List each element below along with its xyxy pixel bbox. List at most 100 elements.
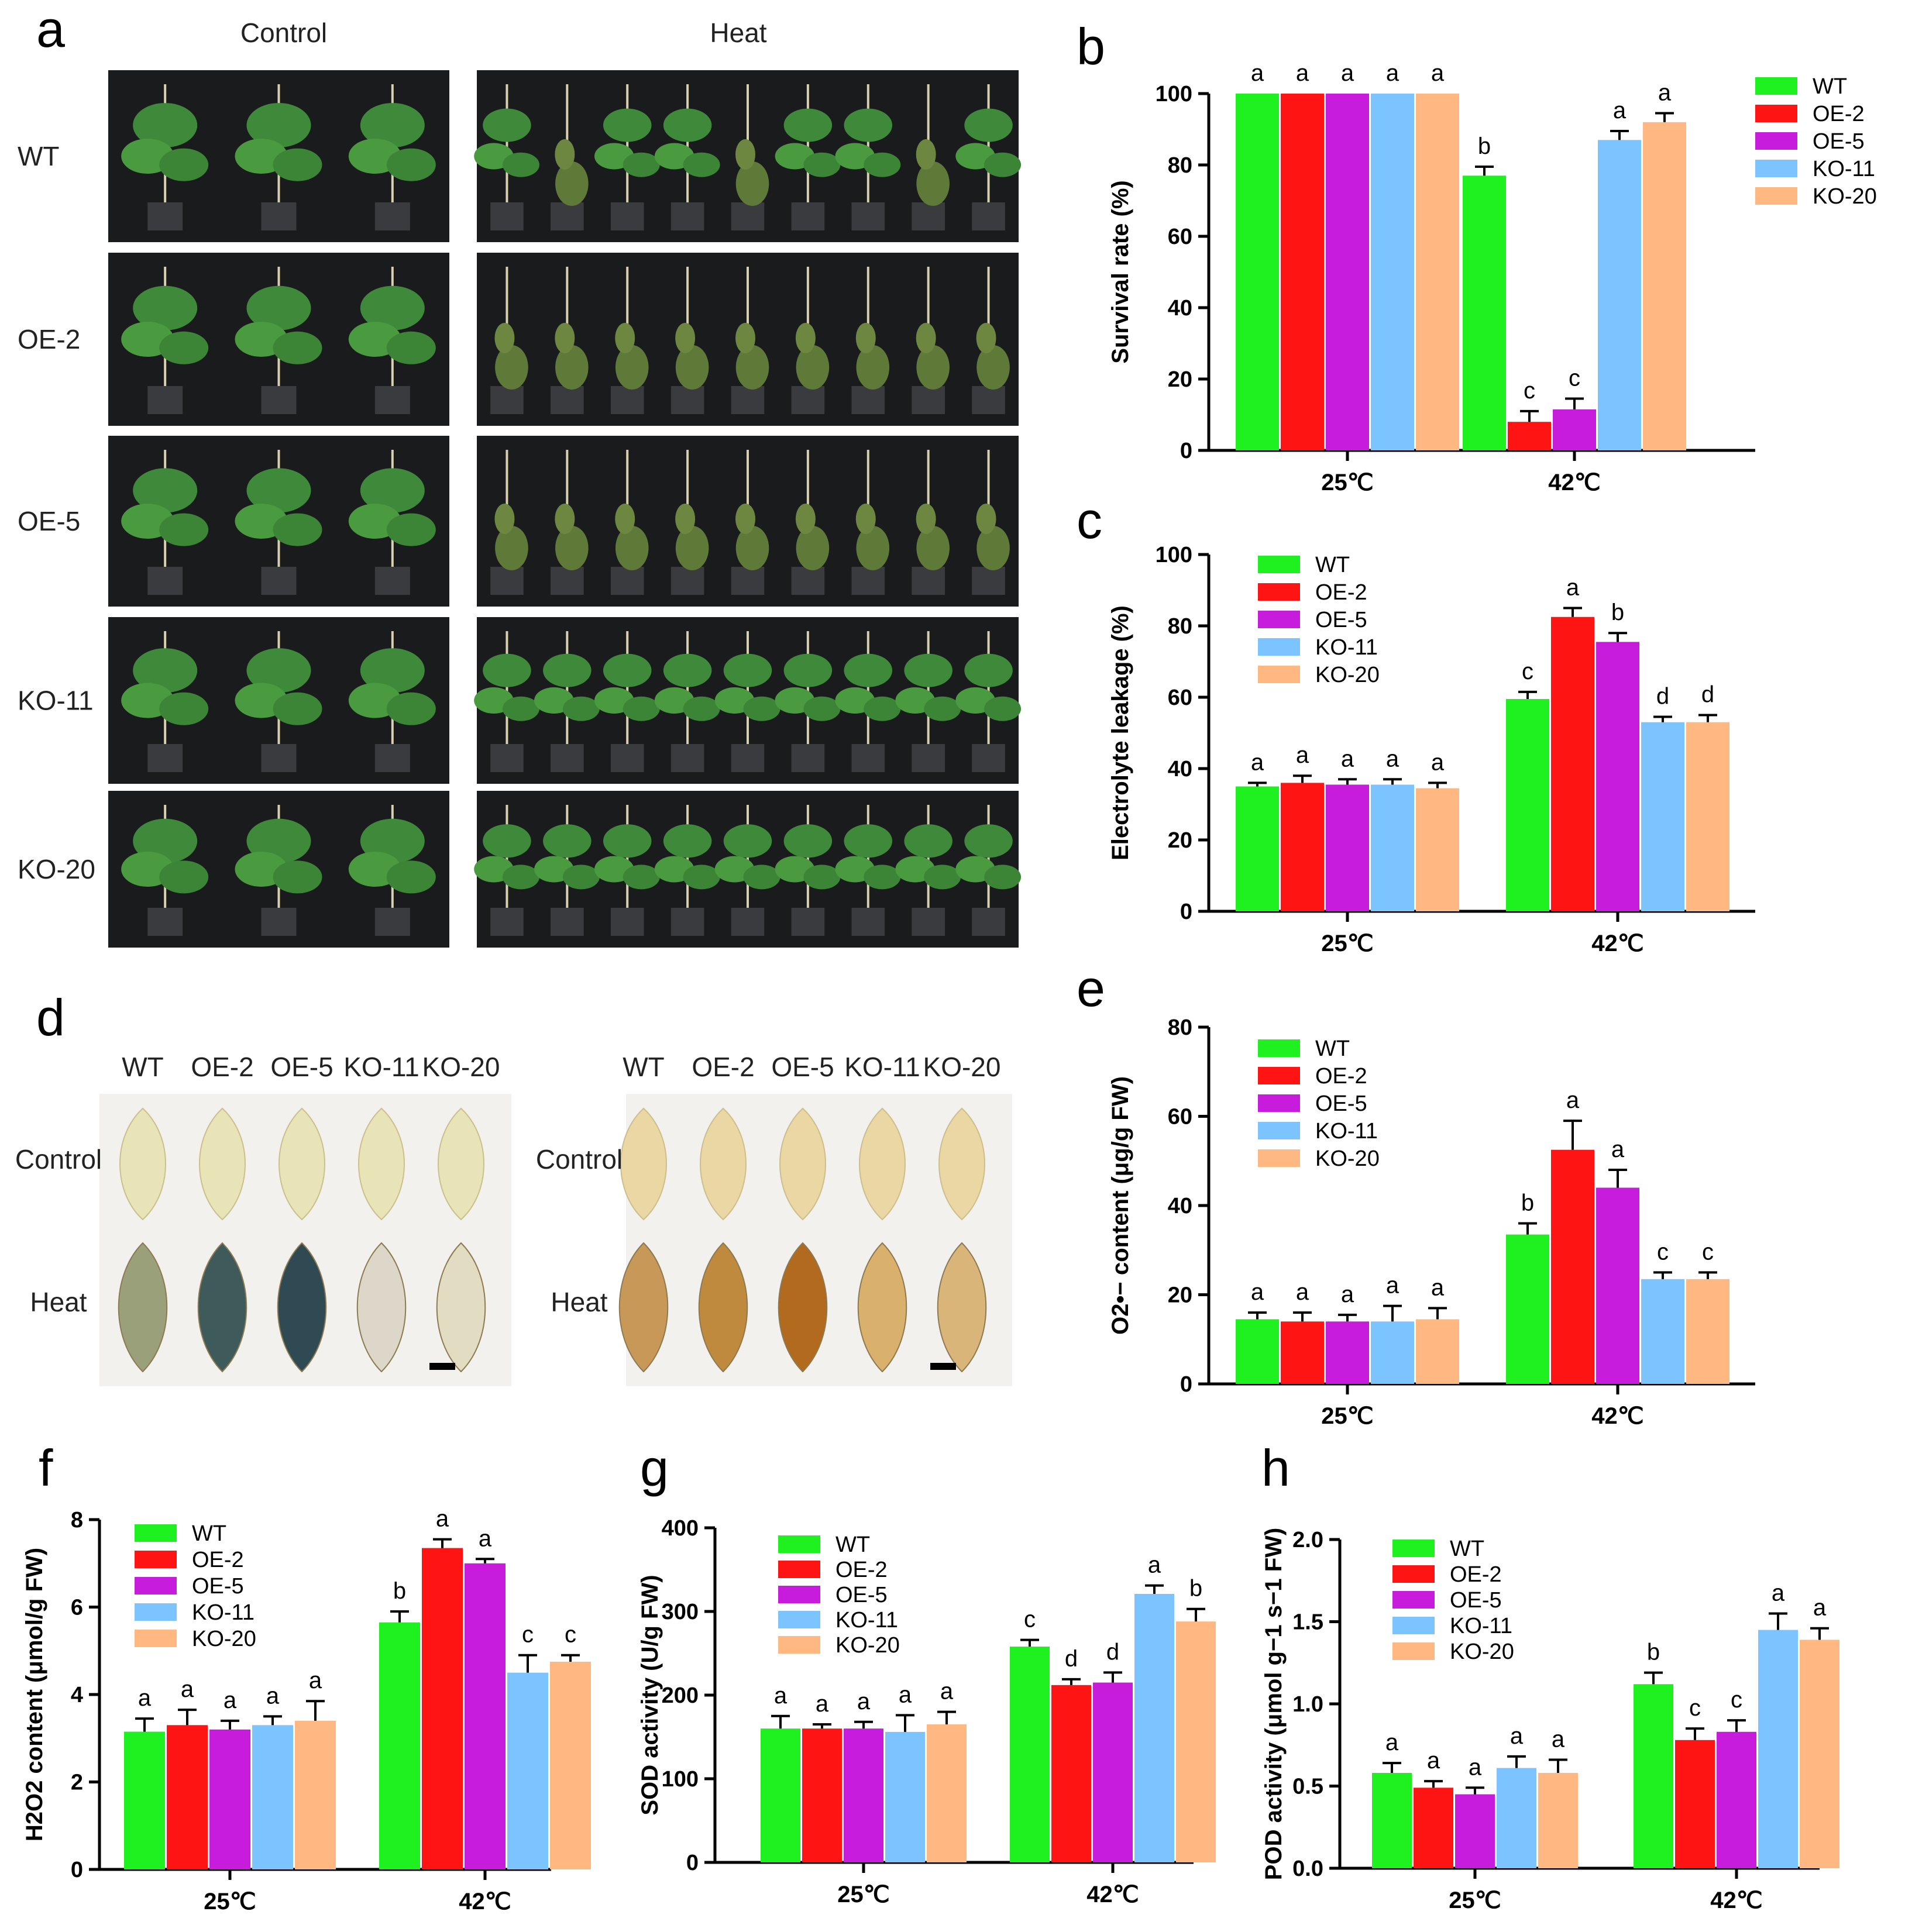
leaf-column-label: KO-11 [343, 1052, 419, 1082]
significance-letter: a [266, 1683, 280, 1709]
bar [1598, 140, 1641, 451]
legend-swatch [778, 1636, 820, 1654]
row-label: OE-2 [18, 324, 80, 354]
significance-letter: c [565, 1622, 576, 1648]
significance-letter: c [1702, 1239, 1714, 1265]
significance-letter: b [393, 1578, 406, 1604]
legend-label: KO-20 [192, 1627, 256, 1651]
bar [1236, 1319, 1279, 1384]
significance-letter: b [1647, 1640, 1660, 1665]
row-label: WT [18, 141, 60, 171]
panel-e-label: e [1077, 959, 1105, 1017]
bar [1236, 94, 1279, 450]
legend-swatch [1392, 1591, 1435, 1609]
y-tick-label: 0 [71, 1858, 83, 1882]
x-tick-label: 42℃ [459, 1889, 511, 1914]
y-tick-label: 1.5 [1292, 1610, 1323, 1635]
bar [209, 1729, 250, 1869]
legend-label: WT [1450, 1537, 1484, 1561]
y-tick-label: 40 [1168, 757, 1192, 781]
bar [1281, 783, 1324, 911]
heat-photo [477, 253, 1019, 426]
bar [1416, 1319, 1459, 1384]
x-tick-label: 42℃ [1548, 470, 1600, 495]
bar [1641, 722, 1684, 911]
panel-f-label: f [39, 1439, 53, 1497]
x-tick-label: 25℃ [1321, 1403, 1373, 1429]
significance-letter: a [309, 1668, 322, 1693]
panel-b-label: b [1077, 18, 1105, 75]
significance-letter: a [940, 1679, 954, 1704]
x-tick-label: 25℃ [1321, 470, 1373, 495]
x-tick-label: 25℃ [837, 1882, 889, 1907]
significance-letter: a [1296, 60, 1309, 86]
legend-label: OE-5 [1450, 1588, 1502, 1613]
control-photo [108, 253, 449, 426]
x-tick-label: 42℃ [1710, 1888, 1762, 1913]
chart-c: 0 20 40 60 80 100 Electrolyte leakage (%) a a a a a… [1108, 543, 1755, 956]
legend-swatch [1258, 556, 1300, 573]
bar [1326, 94, 1369, 450]
bar [1463, 175, 1506, 450]
stain-photo [618, 1094, 1012, 1386]
significance-letter: a [1611, 1137, 1625, 1162]
legend-swatch [1258, 1094, 1300, 1112]
leaf-row-label: Heat [551, 1287, 607, 1317]
legend-swatch [135, 1577, 177, 1594]
significance-letter: a [1385, 1730, 1399, 1755]
significance-letter: c [1569, 366, 1580, 391]
bar [167, 1725, 208, 1869]
y-tick-label: 20 [1168, 828, 1192, 853]
chart-f: 0 2 4 6 8 H2O2 content (μmol/g FW) a a a a a 25℃ b a a… [22, 1506, 591, 1914]
legend-label: OE-5 [1315, 1091, 1367, 1116]
significance-letter: b [1478, 133, 1491, 159]
bar [1551, 617, 1594, 911]
heat-leaf [356, 1242, 407, 1373]
leaf-column-label: OE-5 [270, 1052, 333, 1082]
row-label: KO-20 [18, 854, 95, 884]
legend-label: KO-20 [835, 1633, 900, 1658]
legend-swatch [1392, 1642, 1435, 1660]
legend-label: WT [192, 1521, 226, 1546]
leaf-column-label: KO-20 [923, 1052, 1001, 1082]
legend-label: WT [1813, 74, 1847, 99]
bar [1553, 409, 1596, 450]
legend-label: OE-2 [835, 1558, 888, 1582]
x-tick-label: 42℃ [1086, 1882, 1139, 1907]
legend-swatch [1258, 638, 1300, 656]
significance-letter: a [1386, 746, 1399, 772]
bar [1326, 784, 1369, 911]
y-tick-label: 0 [1180, 439, 1192, 463]
bar [1281, 1321, 1324, 1384]
control-photo [108, 70, 449, 242]
bar [844, 1728, 883, 1862]
significance-letter: a [1341, 1282, 1354, 1307]
control-leaf [938, 1107, 985, 1221]
significance-letter: a [1469, 1754, 1482, 1780]
heat-leaf [857, 1242, 907, 1373]
legend-label: OE-5 [1813, 129, 1865, 154]
heat-leaf [698, 1242, 748, 1373]
leaf-row-label: Control [15, 1144, 102, 1175]
legend-swatch [1258, 1067, 1300, 1084]
bar [252, 1725, 293, 1869]
control-leaf [779, 1107, 826, 1221]
legend-swatch [1258, 1149, 1300, 1167]
significance-letter: a [1148, 1552, 1161, 1578]
y-axis-label: Survival rate (%) [1108, 180, 1133, 363]
significance-letter: a [1386, 60, 1399, 86]
significance-letter: d [1065, 1646, 1078, 1672]
significance-letter: c [1731, 1687, 1742, 1713]
significance-letter: a [223, 1688, 237, 1713]
control-photo [108, 436, 449, 607]
significance-letter: a [181, 1676, 194, 1702]
control-leaf [438, 1107, 484, 1221]
significance-letter: a [1296, 1279, 1309, 1305]
significance-letter: b [1611, 600, 1624, 625]
significance-letter: a [1251, 749, 1264, 775]
leaf-column-label: KO-20 [422, 1052, 500, 1082]
